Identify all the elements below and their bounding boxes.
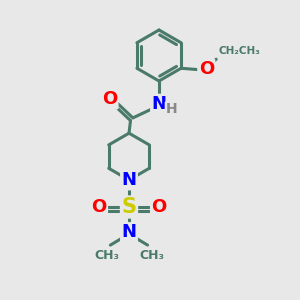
Text: N: N [122,224,136,242]
Text: N: N [152,95,166,113]
Text: S: S [122,197,136,217]
Text: O: O [102,90,117,108]
Text: CH₃: CH₃ [139,249,164,262]
Text: CH₂CH₃: CH₂CH₃ [219,46,260,56]
Text: H: H [166,103,177,116]
Text: O: O [152,198,166,216]
Text: CH₃: CH₃ [94,249,119,262]
Text: O: O [199,60,214,78]
Text: O: O [92,198,106,216]
Text: N: N [122,171,136,189]
